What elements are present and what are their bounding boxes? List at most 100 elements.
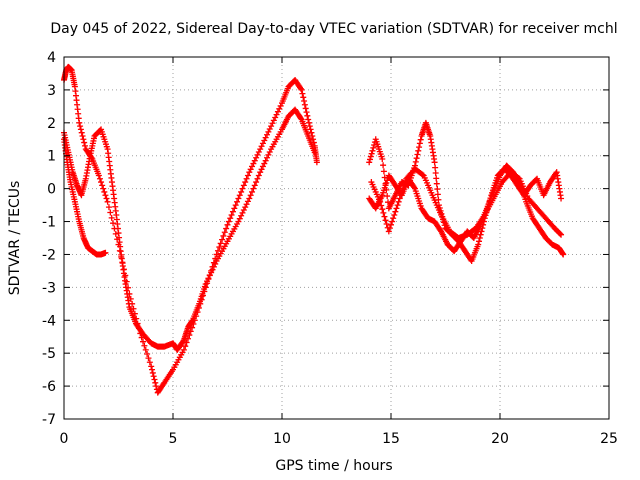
data-point xyxy=(475,241,482,248)
data-point-interp xyxy=(299,90,306,97)
data-point xyxy=(298,86,305,93)
data-point-interp xyxy=(297,85,304,92)
data-point-interp xyxy=(228,211,235,218)
data-point-interp xyxy=(398,188,405,195)
data-point-interp xyxy=(419,171,426,178)
data-point-interp xyxy=(476,235,483,241)
data-point-interp xyxy=(432,170,439,177)
data-point-interp xyxy=(264,131,271,138)
data-point-interp xyxy=(392,208,399,215)
data-point xyxy=(104,198,111,205)
data-point-interp xyxy=(266,149,273,156)
data-point-interp xyxy=(77,126,84,133)
data-point xyxy=(377,198,384,205)
data-point-interp xyxy=(77,123,84,130)
data-point-interp xyxy=(238,212,245,219)
data-point xyxy=(102,249,109,256)
data-point-interp xyxy=(415,147,422,154)
data-point-interp xyxy=(262,157,269,164)
data-point-interp xyxy=(301,98,308,105)
data-point-interp xyxy=(103,195,110,202)
data-point xyxy=(313,159,320,166)
data-point-interp xyxy=(389,218,396,225)
data-point-interp xyxy=(96,175,103,182)
data-point-interp xyxy=(370,144,377,151)
data-point-interp xyxy=(78,129,85,136)
data-point-interp xyxy=(302,105,309,112)
data-point-interp xyxy=(274,108,281,115)
data-point xyxy=(257,169,264,176)
data-point-interp xyxy=(219,236,226,243)
data-point-interp xyxy=(258,166,265,173)
data-point xyxy=(224,221,231,228)
x-axis-label: GPS time / hours xyxy=(275,458,392,474)
data-point xyxy=(268,123,275,130)
x-tick-label: 25 xyxy=(600,431,618,447)
data-point-interp xyxy=(247,166,254,173)
chart-title: Day 045 of 2022, Sidereal Day-to-day VTE… xyxy=(50,21,617,37)
data-point-interp xyxy=(79,132,86,139)
x-tick-label: 5 xyxy=(169,431,178,447)
data-point-interp xyxy=(305,119,312,126)
y-tick-label: 1 xyxy=(47,149,56,165)
y-tick-label: -7 xyxy=(42,412,56,428)
data-point-interp xyxy=(247,192,254,199)
y-tick-label: -5 xyxy=(42,346,56,362)
data-point-interp xyxy=(101,188,108,195)
data-point-interp xyxy=(236,215,243,222)
y-tick-label: -2 xyxy=(42,247,56,263)
data-point-interp xyxy=(515,174,522,181)
data-point xyxy=(246,195,253,202)
data-point-interp xyxy=(253,179,260,186)
data-point-interp xyxy=(557,230,564,237)
data-point-interp xyxy=(229,208,236,215)
data-point xyxy=(305,116,312,123)
data-point-interp xyxy=(380,162,387,169)
data-point-interp xyxy=(254,151,261,158)
data-point-interp xyxy=(182,343,189,350)
data-point-interp xyxy=(259,163,266,170)
y-tick-label: -1 xyxy=(42,215,56,231)
x-tick-label: 0 xyxy=(60,431,69,447)
data-point-interp xyxy=(401,182,408,189)
data-point-interp xyxy=(300,94,307,101)
plot-frame xyxy=(63,56,610,420)
data-point-interp xyxy=(225,218,232,225)
data-point-interp xyxy=(232,202,239,209)
data-point-interp xyxy=(391,211,398,218)
data-point xyxy=(311,149,318,156)
data-point-interp xyxy=(231,205,238,212)
data-point xyxy=(379,156,386,163)
data-point-interp xyxy=(149,366,156,373)
data-point-interp xyxy=(234,198,241,205)
data-point-interp xyxy=(306,123,313,130)
data-point-interp xyxy=(367,153,374,160)
data-point-interp xyxy=(81,142,88,149)
data-point-interp xyxy=(108,214,115,221)
grid-lines xyxy=(64,57,609,419)
data-point-interp xyxy=(367,156,374,163)
data-point xyxy=(560,251,567,258)
data-point-interp xyxy=(371,142,378,149)
data-point-interp xyxy=(259,140,266,147)
data-point-interp xyxy=(107,209,114,216)
data-point-interp xyxy=(255,149,262,156)
data-point-interp xyxy=(102,192,109,199)
data-point-interp xyxy=(244,172,251,179)
data-point-interp xyxy=(386,225,393,232)
data-point-interp xyxy=(145,355,152,362)
data-point-interp xyxy=(270,117,277,124)
data-point-interp xyxy=(149,369,156,376)
data-point-interp xyxy=(244,198,251,205)
data-point-interp xyxy=(381,213,388,220)
data-point-interp xyxy=(81,139,88,146)
data-point-interp xyxy=(417,136,424,143)
data-point-interp xyxy=(416,140,423,147)
y-tick-label: -6 xyxy=(42,379,56,395)
data-point-interp xyxy=(411,184,418,191)
data-point-interp xyxy=(413,155,420,162)
series-arc-1a xyxy=(61,63,320,396)
data-point-interp xyxy=(141,342,148,349)
data-point-interp xyxy=(434,191,441,198)
